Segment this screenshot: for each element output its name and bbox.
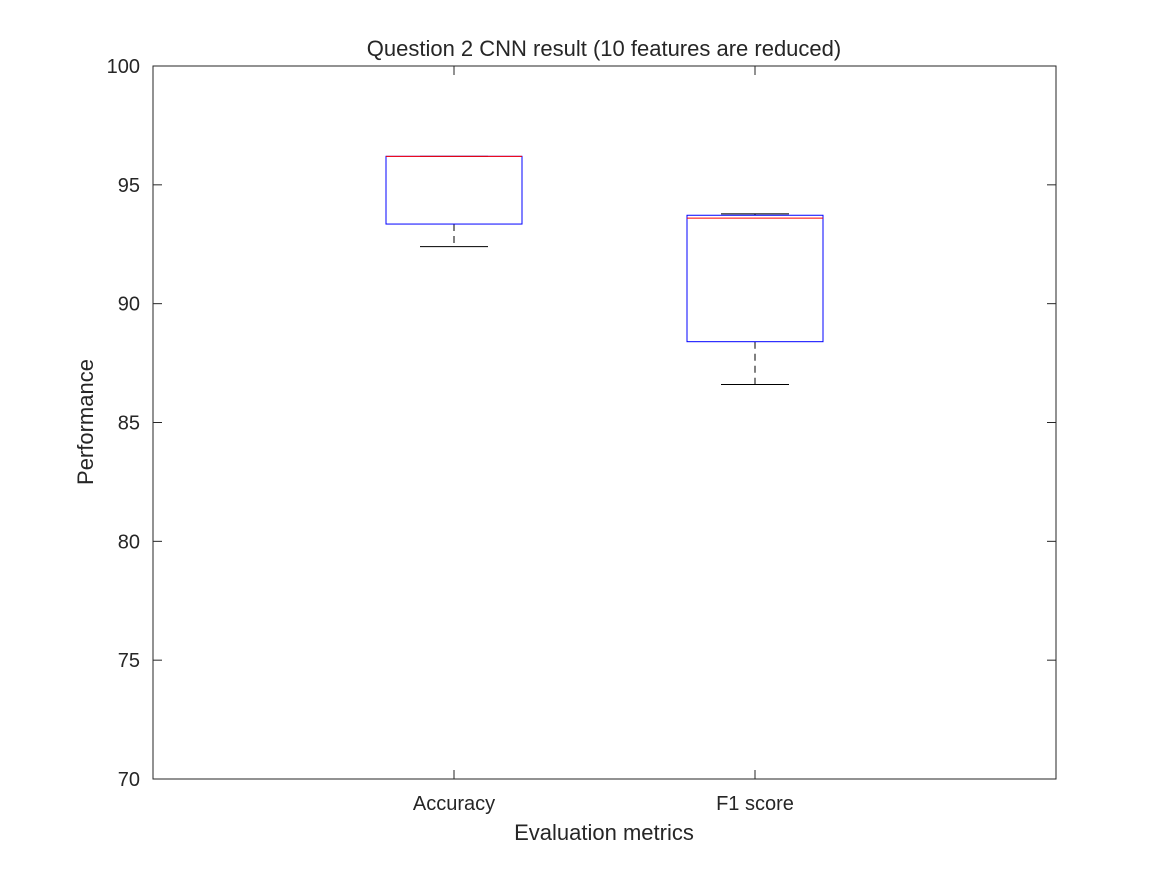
box-iqr <box>686 214 824 343</box>
x-axis-label: Evaluation metrics <box>514 820 694 845</box>
y-tick-label: 90 <box>118 294 140 316</box>
y-tick-label: 95 <box>118 175 140 197</box>
x-tick-label: Accuracy <box>413 793 495 815</box>
y-tick-label: 75 <box>118 650 140 672</box>
y-tick-label: 70 <box>118 769 140 791</box>
y-axis-label: Performance <box>73 359 98 485</box>
x-tick-label: F1 score <box>716 793 794 815</box>
boxes-layer <box>385 155 824 385</box>
y-tick-label: 100 <box>107 56 140 78</box>
y-tick-label: 80 <box>118 531 140 553</box>
plot-background <box>153 66 1056 779</box>
plot-frame <box>152 65 1057 780</box>
y-tick-label: 85 <box>118 413 140 435</box>
chart-title: Question 2 CNN result (10 features are r… <box>367 36 841 61</box>
box-group <box>686 213 824 385</box>
box-group <box>385 155 523 248</box>
